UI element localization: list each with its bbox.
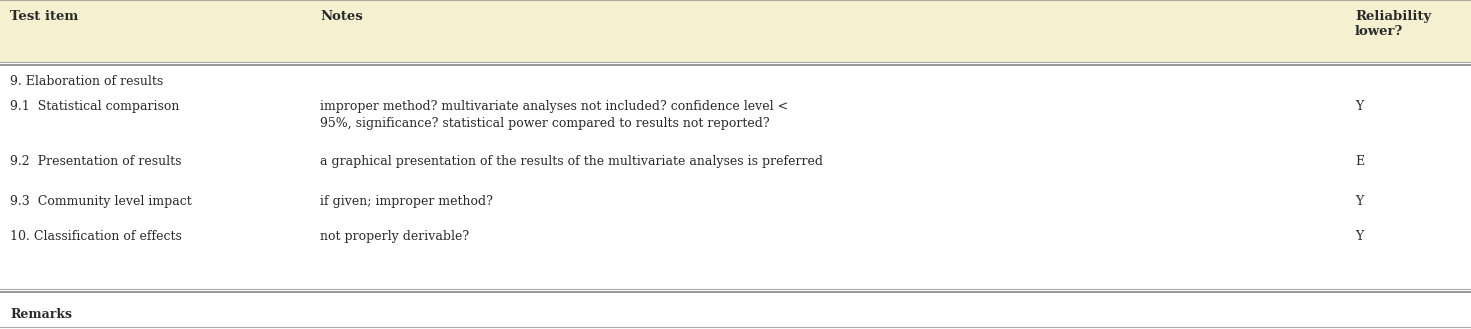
Text: 9.2  Presentation of results: 9.2 Presentation of results — [10, 155, 181, 168]
Text: not properly derivable?: not properly derivable? — [321, 230, 469, 243]
Text: if given; improper method?: if given; improper method? — [321, 195, 493, 208]
Text: Y: Y — [1355, 195, 1364, 208]
Text: improper method? multivariate analyses not included? confidence level <
95%, sig: improper method? multivariate analyses n… — [321, 100, 788, 130]
Text: Notes: Notes — [321, 10, 363, 23]
Text: E: E — [1355, 155, 1364, 168]
Text: 9.3  Community level impact: 9.3 Community level impact — [10, 195, 191, 208]
Bar — [0, 0, 1471, 62]
Text: Y: Y — [1355, 100, 1364, 113]
Text: Y: Y — [1355, 230, 1364, 243]
Text: a graphical presentation of the results of the multivariate analyses is preferre: a graphical presentation of the results … — [321, 155, 822, 168]
Text: Test item: Test item — [10, 10, 78, 23]
Bar — [0, 62, 1471, 329]
Text: 9.1  Statistical comparison: 9.1 Statistical comparison — [10, 100, 179, 113]
Text: 9. Elaboration of results: 9. Elaboration of results — [10, 75, 163, 88]
Text: Remarks: Remarks — [10, 308, 72, 321]
Text: Reliability
lower?: Reliability lower? — [1355, 10, 1431, 38]
Text: 10. Classification of effects: 10. Classification of effects — [10, 230, 182, 243]
